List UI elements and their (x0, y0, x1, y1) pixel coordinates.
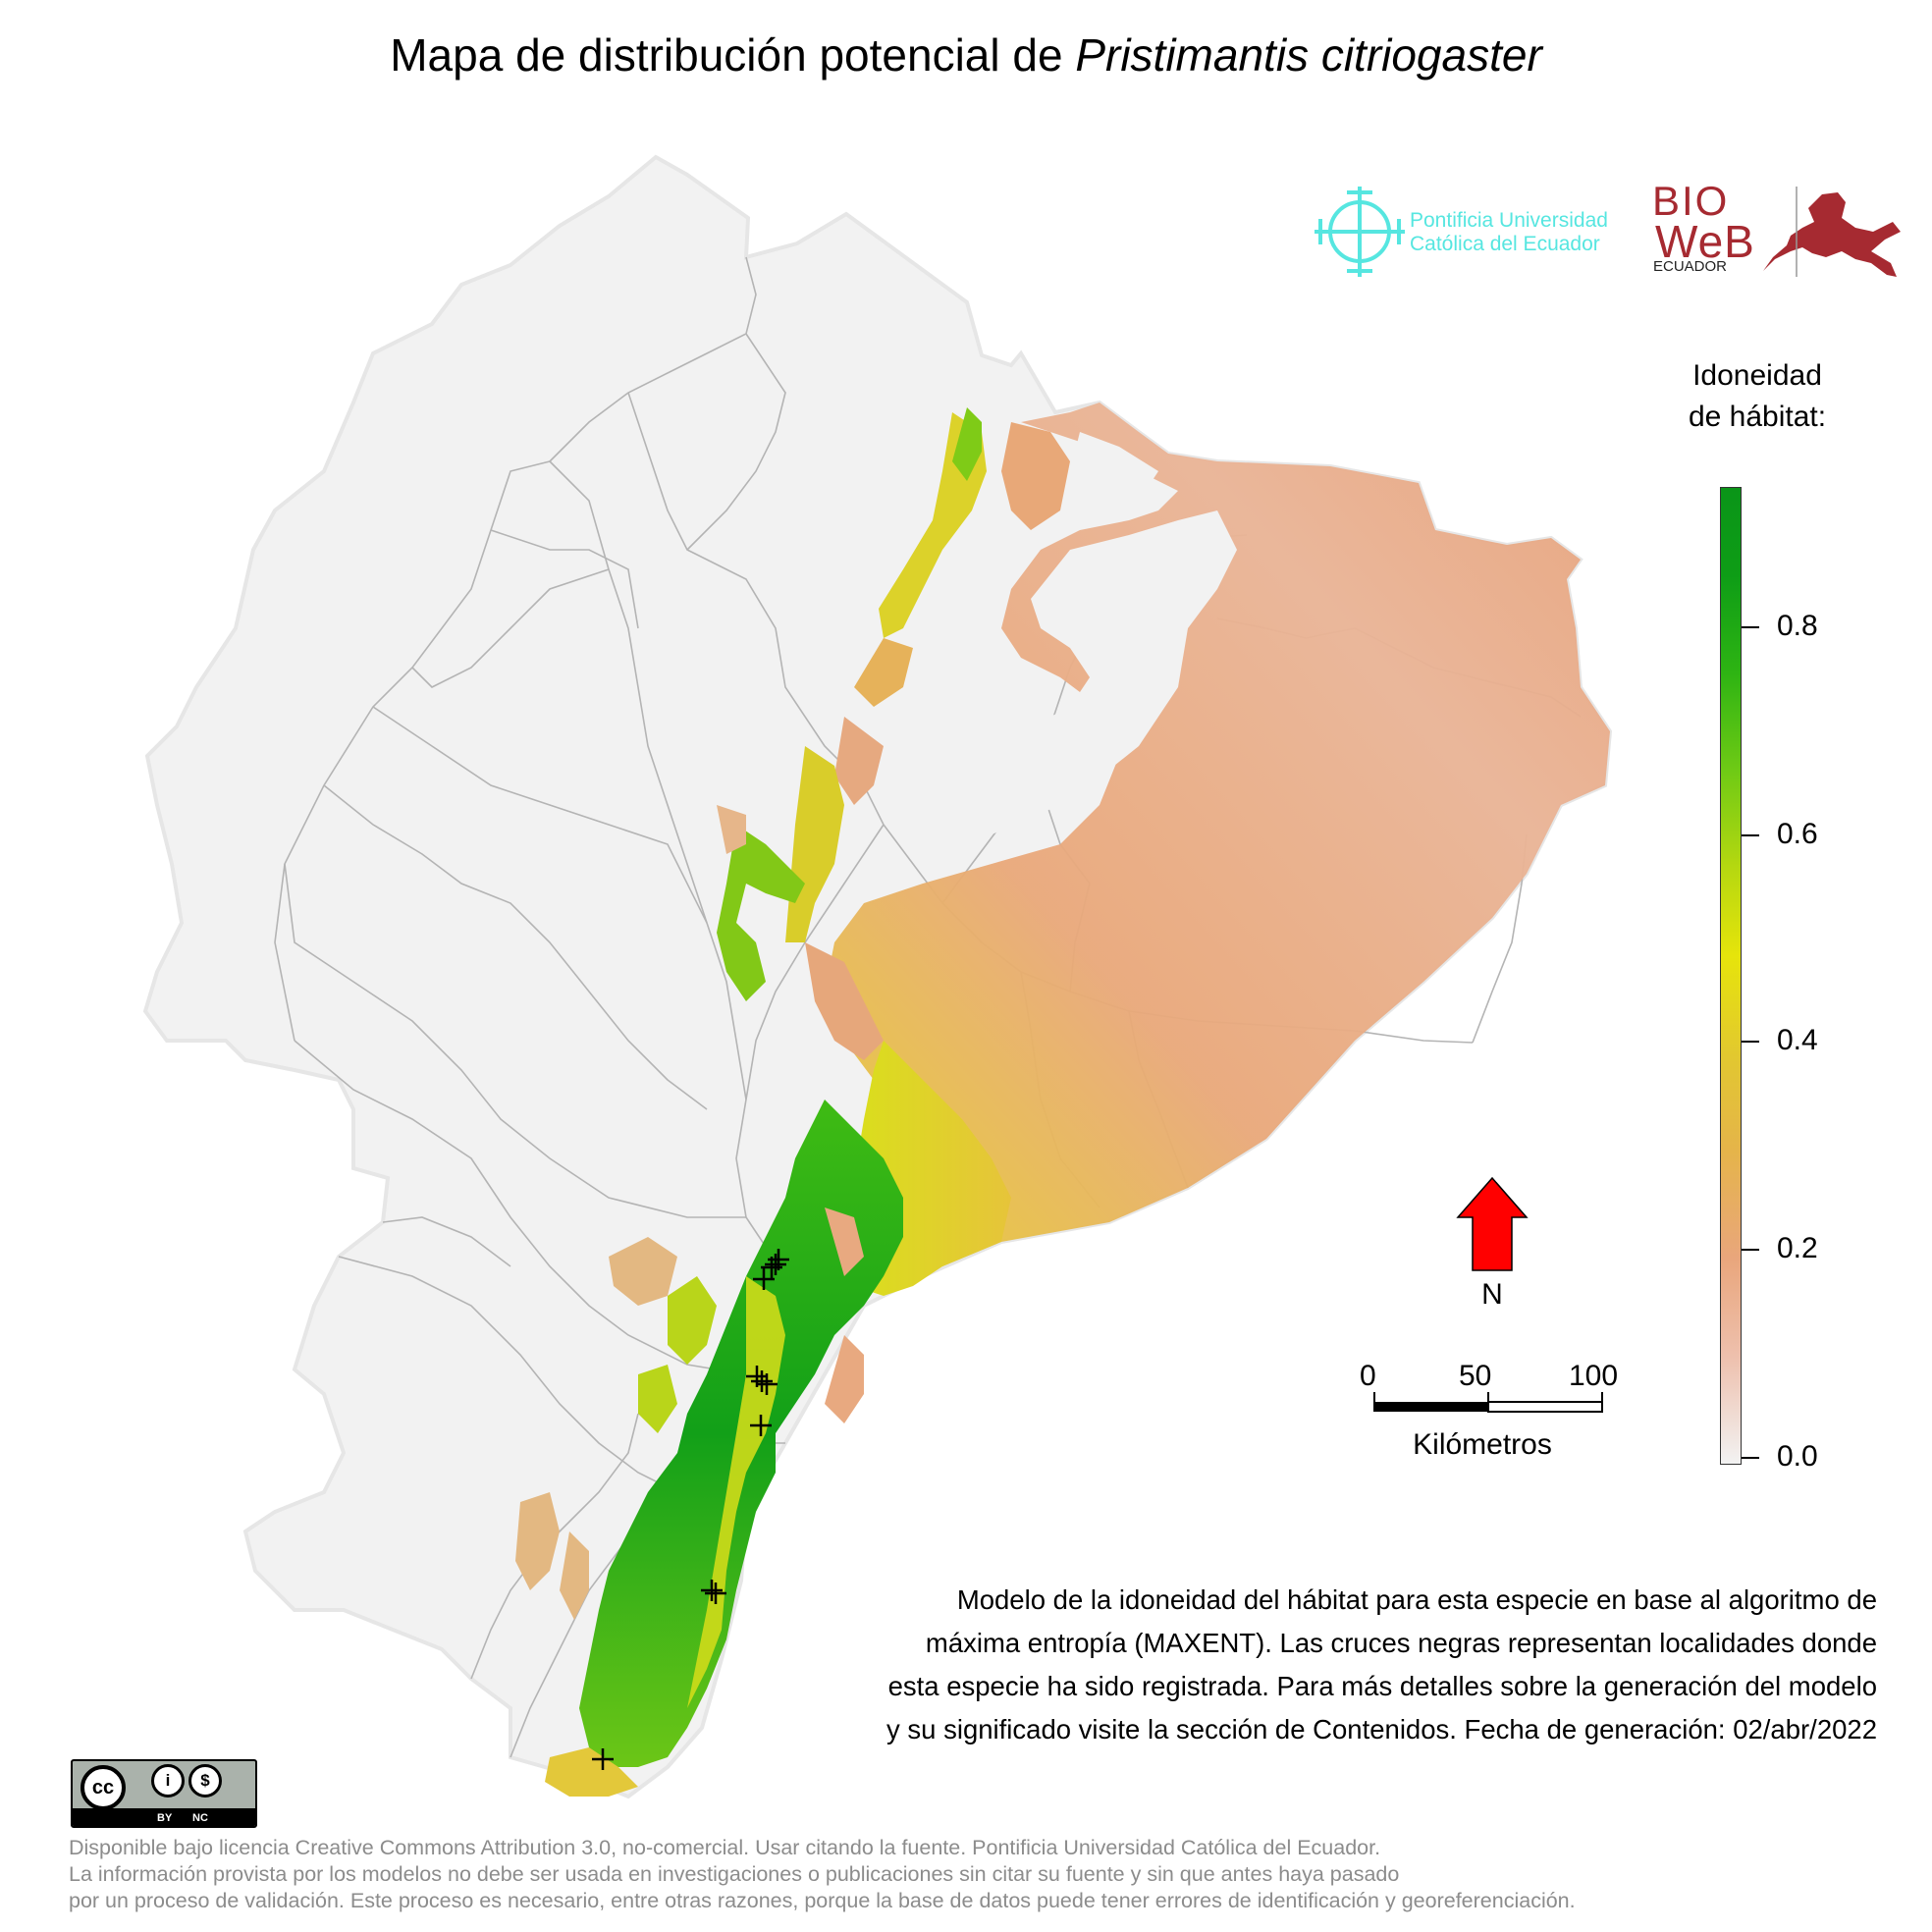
legend-tick-label: 0.8 (1777, 610, 1818, 642)
occurrence-records (592, 1249, 789, 1770)
legend-tick-label: 0.6 (1777, 818, 1818, 850)
license-footer: Disponible bajo licencia Creative Common… (69, 1835, 1576, 1914)
scale-label-0: 0 (1360, 1360, 1376, 1392)
description-line: Modelo de la idoneidad del hábitat para … (956, 1584, 1877, 1615)
legend-title: Idoneidad de hábitat: (1669, 355, 1846, 438)
legend-tick-mark (1742, 834, 1759, 836)
footer-line: La información provista por los modelos … (69, 1862, 1400, 1886)
lowland-suitability-area (825, 402, 1610, 1266)
record-cross-icon (756, 1373, 778, 1395)
north-label: N (1481, 1278, 1503, 1311)
southern-tip-yellow (545, 1747, 638, 1797)
record-cross-icon (751, 1370, 773, 1392)
badge-strip (73, 1808, 255, 1826)
description-line: esta especie ha sido registrada. Para má… (887, 1671, 1877, 1701)
western-fragments (515, 1237, 677, 1620)
noncommercial-icon: $ (188, 1764, 222, 1798)
record-cross-icon (761, 1257, 782, 1278)
record-cross-icon (750, 1415, 772, 1436)
map-title-prefix: Mapa de distribución potencial de (390, 29, 1063, 80)
eastern-edge-pink (825, 1208, 864, 1423)
model-description: Modelo de la idoneidad del hábitat para … (746, 1579, 1877, 1751)
legend-color-bar (1720, 487, 1742, 1465)
legend-title-line-1: Idoneidad (1692, 359, 1822, 392)
puce-line-1: Pontificia Universidad (1410, 209, 1608, 232)
puce-logo-icon (1315, 187, 1405, 277)
puce-logo-text: Pontificia Universidad Católica del Ecua… (1410, 209, 1608, 256)
cc-license-badge[interactable]: cc i $ BY NC (71, 1759, 257, 1828)
legend-tick-label: 0.4 (1777, 1024, 1818, 1056)
record-cross-icon (705, 1583, 726, 1604)
record-cross-icon (753, 1268, 775, 1290)
record-cross-icon (701, 1580, 723, 1601)
footer-line: Disponible bajo licencia Creative Common… (69, 1836, 1381, 1859)
scale-label-100: 100 (1569, 1360, 1619, 1392)
northern-andes-suitability (717, 407, 1070, 1060)
footer-line: por un proceso de validación. Este proce… (69, 1889, 1576, 1912)
description-line: máxima entropía (MAXENT). Las cruces neg… (925, 1628, 1877, 1658)
unsuitable-gap (923, 510, 1237, 844)
record-cross-icon (765, 1254, 786, 1275)
unsuitable-gap-north (1070, 432, 1158, 510)
scale-unit: Kilómetros (1413, 1428, 1552, 1461)
scale-label-50: 50 (1459, 1360, 1492, 1392)
map-title-species: Pristimantis citriogaster (1075, 29, 1542, 80)
map-title: Mapa de distribución potencial de Pristi… (0, 26, 1932, 84)
attribution-icon: i (151, 1764, 185, 1798)
legend-tick-mark (1742, 626, 1759, 628)
legend-tick-label: 0.0 (1777, 1440, 1818, 1473)
bioweb-logo-ecuador: ECUADOR (1653, 258, 1728, 275)
bioweb-logo-bio: BIO (1652, 178, 1730, 224)
legend-tick-mark (1742, 1041, 1759, 1043)
legend-title-line-2: de hábitat: (1688, 401, 1827, 433)
legend-tick-mark (1742, 1249, 1759, 1251)
legend-tick-mark (1742, 1457, 1759, 1459)
western-slope-green (638, 1276, 717, 1433)
legend-tick-label: 0.2 (1777, 1232, 1818, 1264)
north-arrow-icon (1456, 1176, 1529, 1271)
puce-line-2: Católica del Ecuador (1410, 233, 1600, 255)
cc-icon: cc (80, 1765, 126, 1810)
frog-logo-icon (1763, 192, 1901, 277)
record-cross-icon (592, 1748, 614, 1770)
badge-nc: NC (192, 1812, 208, 1824)
scale-bar (1373, 1392, 1603, 1413)
bioweb-logo-web: WeB (1655, 216, 1755, 267)
description-line: y su significado visite la sección de Co… (886, 1714, 1877, 1744)
badge-by: BY (157, 1812, 173, 1824)
